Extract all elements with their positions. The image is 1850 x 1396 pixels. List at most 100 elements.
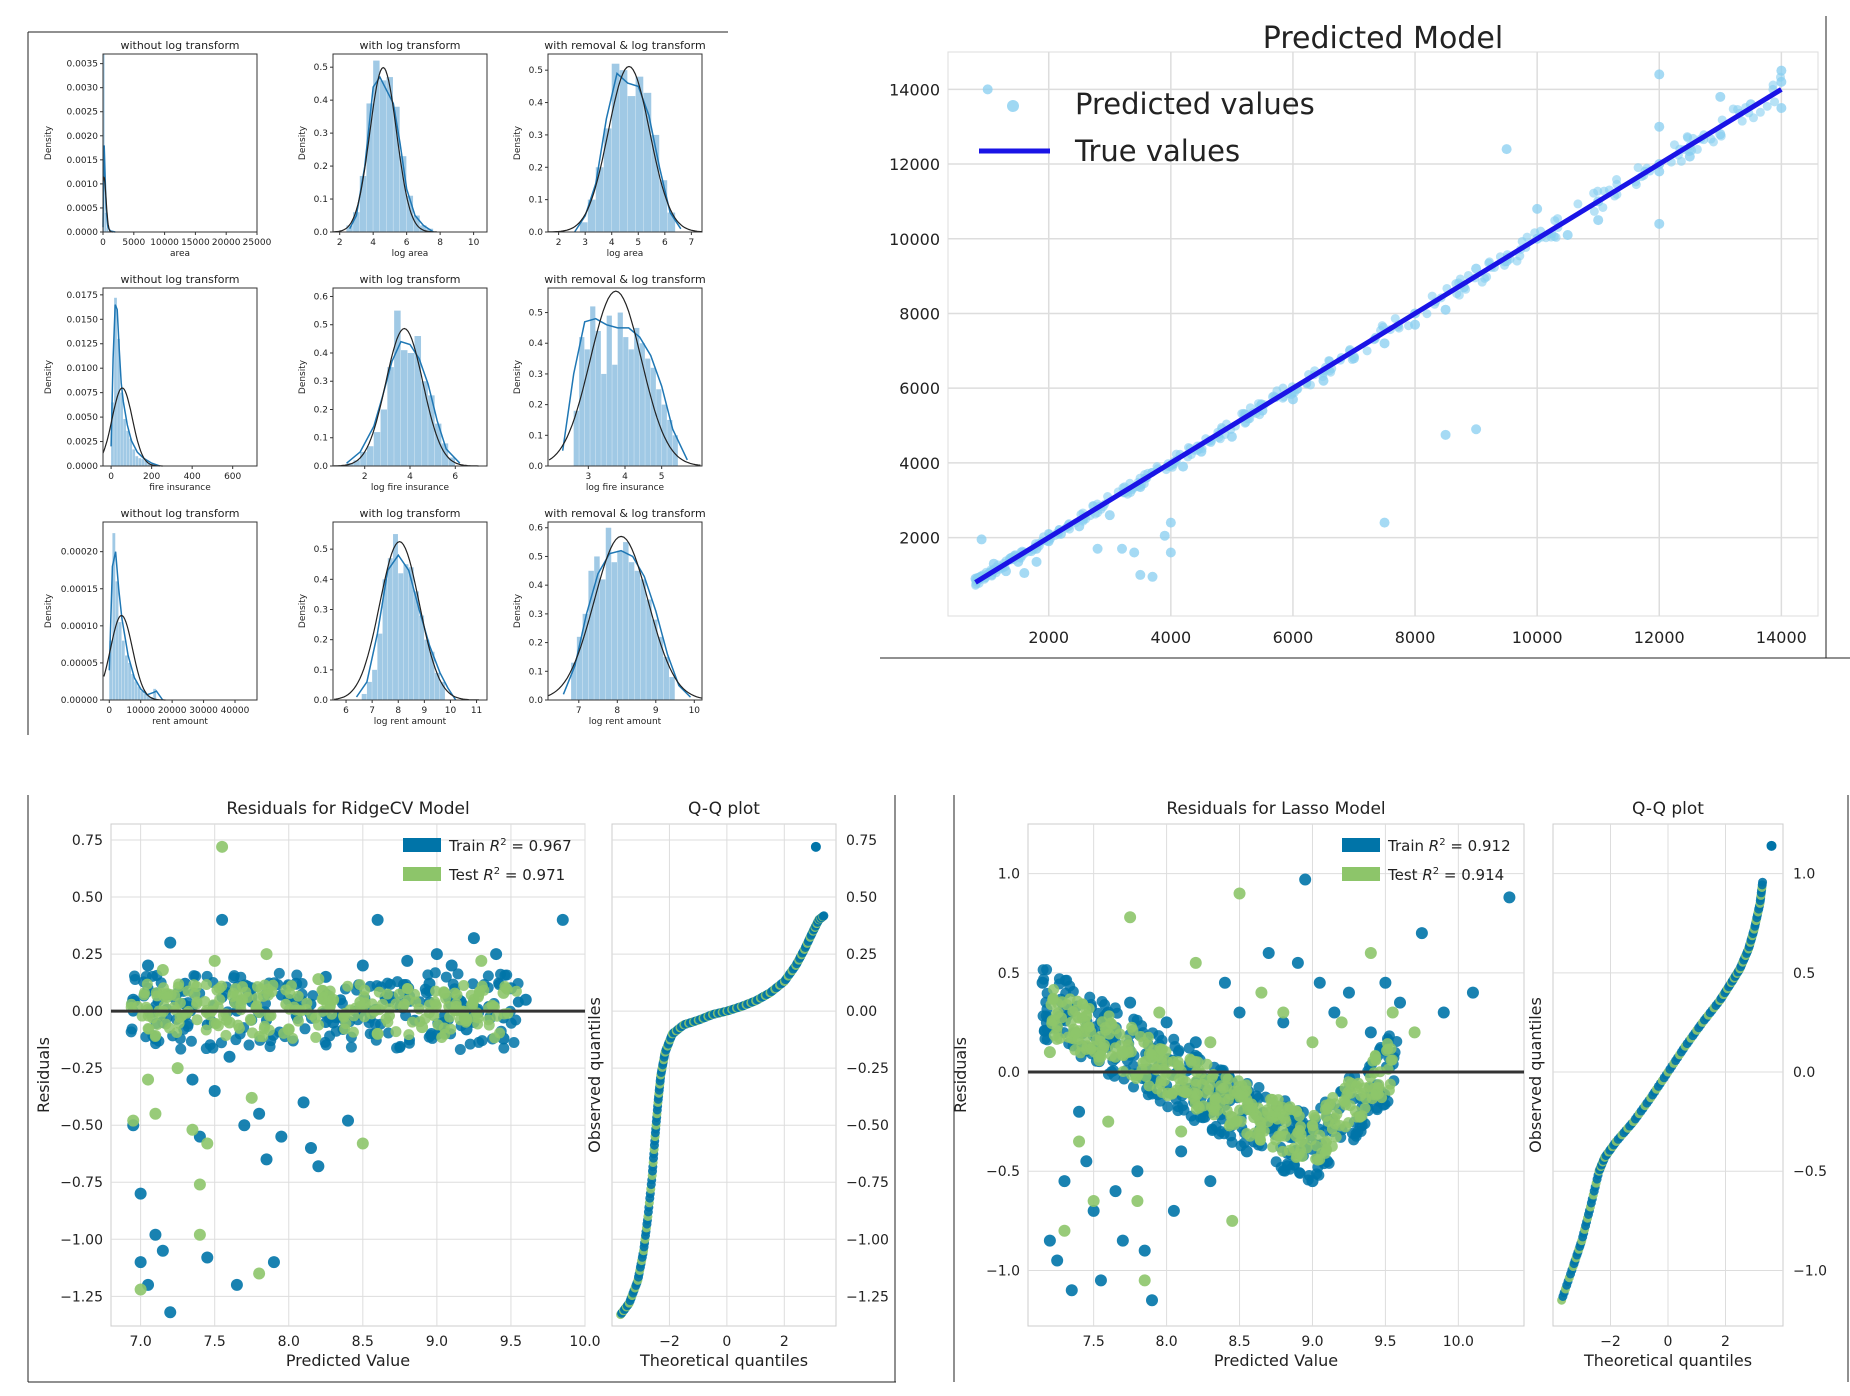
x-tick-label: 8 [437,238,443,248]
train-point [1168,1033,1180,1045]
train-point [1206,1125,1218,1137]
test-point [1048,983,1060,995]
test-point [142,1073,155,1086]
kde-curve [562,549,692,698]
test-point [401,982,413,994]
test-point [156,964,169,977]
x-tick-label: 9.0 [426,1334,448,1350]
test-point [467,997,479,1009]
predicted-point [1748,113,1758,123]
histogram-bar [579,222,588,232]
test-point [443,1001,455,1013]
train-point [391,1042,403,1054]
histogram-bar [143,694,147,700]
normal-fit-curve [333,327,479,467]
histogram-bar [635,76,644,233]
y-tick-label: 0.2 [529,401,543,411]
train-point [426,1032,438,1044]
test-point [1047,993,1059,1005]
test-point [280,998,292,1010]
histogram-bar [128,662,131,700]
train-point [264,1041,276,1053]
x-tick-label: 5000 [122,238,145,248]
axes-frame [102,521,258,701]
histogram-bar [380,409,388,466]
x-tick-label: 3 [585,472,591,482]
normal-fit-curve [548,65,702,233]
train-point [1084,991,1096,1003]
y-tick-label: 2000 [899,529,940,548]
train-point [291,969,303,981]
y-tick-label: 0.00 [72,1004,103,1020]
train-point [201,1251,214,1264]
y-tick-label: 0.0 [314,228,329,238]
test-point [1099,1022,1111,1034]
predicted-point [1379,338,1390,349]
x-tick-label: 2 [1721,1334,1730,1350]
y-tick-label: 0.0100 [67,364,99,374]
test-point [1043,1046,1056,1059]
test-point [263,989,275,1001]
y-tick-label: 0.75 [72,833,103,849]
histogram-bar [611,63,620,232]
predicted-point [1422,309,1432,319]
train-point [185,1035,197,1047]
histogram-bar [147,695,150,700]
train-point [1277,1016,1290,1029]
x-tick-label: 4 [609,238,615,248]
y-tick-label: −1.00 [60,1232,103,1248]
train-point [1204,1175,1217,1188]
test-point [1228,1085,1240,1097]
train-point [1080,1155,1093,1168]
y-tick-label: −1.25 [60,1289,103,1305]
test-point [188,979,200,991]
test-point [1085,1043,1097,1055]
predicted-point [1440,304,1451,315]
train-point [1172,1105,1184,1117]
histogram-bar [103,54,105,232]
test-point [141,978,153,990]
histogram-bar [448,457,455,466]
train-point [186,1073,199,1086]
predicted-point [1633,163,1643,173]
test-point [260,948,273,961]
y-tick-label: 0.25 [72,947,103,963]
y-tick-label: 0.25 [846,947,877,963]
histogram-bar [379,80,387,233]
plot-area [1027,823,1525,1327]
train-point [1167,1204,1180,1217]
predicted-point [1501,144,1512,155]
y-tick-label: 0.50 [846,890,877,906]
test-point [287,1032,299,1044]
test-point [1069,1004,1081,1016]
train-point [1233,1006,1246,1019]
train-point [519,993,532,1006]
train-point [273,967,285,979]
test-point [143,1023,155,1035]
test-point [1065,1016,1077,1028]
test-point [250,1003,262,1015]
test-point [1160,1046,1172,1058]
predicted-point [1362,346,1372,356]
test-point [1284,1101,1296,1113]
y-tick-label: 0.0010 [67,180,99,190]
test-point [282,1023,295,1036]
test-point [199,995,211,1007]
predicted-point [1349,353,1359,364]
y-tick-label: 0.3 [314,377,328,387]
test-point [244,1013,256,1025]
y-tick-label: 0.00000 [61,696,98,706]
y-tick-label: 0.0 [529,696,544,706]
train-point [1108,1070,1120,1082]
y-tick-label: 0.5 [529,66,543,76]
test-point [1354,1111,1366,1123]
test-point [1382,1043,1394,1055]
test-point [200,979,212,991]
test-point [1155,1074,1167,1086]
test-point [339,1007,351,1019]
predicted-point [1196,446,1207,457]
y-tick-label: 0.1 [314,195,328,205]
x-tick-label: 7.0 [129,1334,151,1350]
y-tick-label: 0.75 [846,833,877,849]
y-tick-label: 0.5 [314,63,328,73]
